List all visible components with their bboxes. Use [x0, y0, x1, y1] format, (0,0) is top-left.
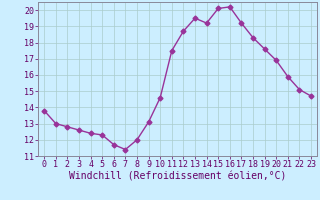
X-axis label: Windchill (Refroidissement éolien,°C): Windchill (Refroidissement éolien,°C)	[69, 172, 286, 182]
